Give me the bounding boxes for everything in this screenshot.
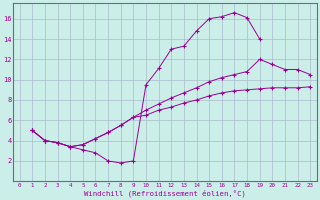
X-axis label: Windchill (Refroidissement éolien,°C): Windchill (Refroidissement éolien,°C): [84, 189, 246, 197]
